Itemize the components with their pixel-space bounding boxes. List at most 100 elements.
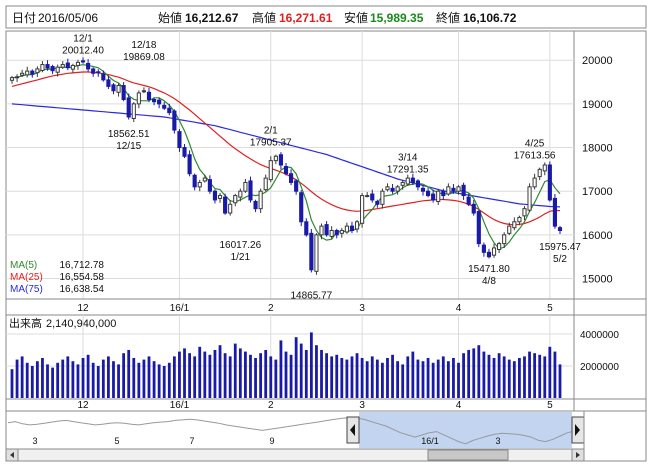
candle-body <box>278 154 283 166</box>
volume-bar <box>193 356 197 398</box>
volume-bar <box>543 356 547 398</box>
volume-bar <box>345 359 349 398</box>
volume-bar <box>107 356 110 398</box>
candle-body <box>517 216 522 223</box>
volume-axis-panel <box>573 314 647 400</box>
date-tick-label: 12 <box>77 303 89 314</box>
candle-body <box>436 190 441 202</box>
candle-body <box>96 71 101 74</box>
volume-bar <box>269 356 273 398</box>
candle-body <box>248 180 253 201</box>
candle-body <box>136 92 141 105</box>
candle-body <box>441 190 446 197</box>
volume-bar <box>178 351 181 398</box>
candle-body <box>141 90 146 93</box>
candle-body <box>542 164 547 172</box>
navigator-selection[interactable] <box>359 412 572 448</box>
price-tick-label: 20000 <box>582 55 613 67</box>
candle-body <box>86 62 91 70</box>
candle-body <box>157 99 162 105</box>
left-arrow-icon <box>350 424 355 436</box>
candle-body <box>507 225 512 234</box>
header-low-label: 安値 <box>344 10 368 25</box>
navigator-tick-label: 7 <box>189 436 194 446</box>
candle-body <box>466 196 471 205</box>
volume-bar <box>512 361 516 398</box>
annotation-value: 15471.80 <box>468 264 510 275</box>
volume-bar <box>507 359 511 398</box>
candle-body <box>197 181 202 188</box>
candle-body <box>253 200 258 210</box>
volume-bar <box>558 364 562 398</box>
candle-body <box>40 64 45 71</box>
candle-body <box>537 168 542 178</box>
volume-bar <box>112 361 115 398</box>
navigator-tick-label: 9 <box>269 436 274 446</box>
volume-bar <box>213 350 217 398</box>
candle-body <box>55 66 60 73</box>
volume-bar <box>157 364 161 398</box>
legend-name: MA(5) <box>10 260 37 271</box>
navigator-content[interactable]: 3 5 7 9 16/1 3 <box>7 412 583 448</box>
volume-bar <box>467 350 471 398</box>
navigator-left-handle[interactable] <box>346 416 360 444</box>
candle-body <box>111 84 116 92</box>
candle-body <box>15 76 20 79</box>
candle-body <box>70 64 75 70</box>
candle-body <box>471 203 476 214</box>
candle-body <box>420 187 426 192</box>
volume-bar <box>238 348 242 398</box>
volume-bar <box>284 351 288 398</box>
candle-body <box>360 195 365 224</box>
volume-bar <box>411 351 415 398</box>
candle-body <box>390 187 395 192</box>
legend-name: MA(25) <box>10 272 43 283</box>
volume-bar <box>35 361 39 398</box>
volume-bar <box>249 354 252 398</box>
date-tick-label: 3 <box>359 303 365 314</box>
candle-body <box>365 195 370 198</box>
volume-bar <box>122 353 126 398</box>
scroll-thumb[interactable] <box>427 449 509 461</box>
volume-bar <box>76 364 80 398</box>
volume-bar <box>330 356 334 398</box>
candle-body <box>431 193 436 201</box>
volume-bar <box>96 366 100 398</box>
volume-date-tick-label: 2 <box>268 400 274 411</box>
volume-bar <box>56 362 60 398</box>
volume-bar <box>51 367 54 398</box>
candle-body <box>202 177 207 182</box>
candle-body <box>212 190 218 201</box>
navigator-right-handle[interactable] <box>571 416 585 444</box>
candle-body <box>502 234 507 245</box>
candle-body <box>512 221 517 229</box>
volume-bar <box>340 358 344 398</box>
annotation-value: 14865.77 <box>291 290 333 301</box>
candle-body <box>415 180 420 188</box>
candle-body <box>426 190 431 197</box>
volume-bar <box>299 343 303 398</box>
navigator-line <box>7 417 583 445</box>
volume-date-tick-label: 3 <box>359 400 365 411</box>
candle-body <box>283 166 289 175</box>
candle-body <box>522 208 527 217</box>
candle-body <box>228 203 233 214</box>
candle-body <box>207 179 212 192</box>
candle-body <box>410 177 415 183</box>
candle-body <box>152 99 157 103</box>
candle-body <box>354 221 360 230</box>
volume-bar <box>264 350 268 398</box>
volume-bar <box>401 364 405 398</box>
annotation-date: 1/21 <box>231 252 251 263</box>
volume-bar <box>203 351 207 398</box>
volume-bar <box>497 353 501 398</box>
candle-body <box>121 85 126 100</box>
candle-body <box>243 181 248 192</box>
navigator-tick-label: 16/1 <box>421 436 439 446</box>
volume-bar <box>441 356 445 398</box>
candle-body <box>552 197 557 227</box>
volume-bar <box>375 359 379 398</box>
candle-body <box>131 103 136 119</box>
volume-bar <box>15 359 19 398</box>
candle-body <box>385 186 390 191</box>
